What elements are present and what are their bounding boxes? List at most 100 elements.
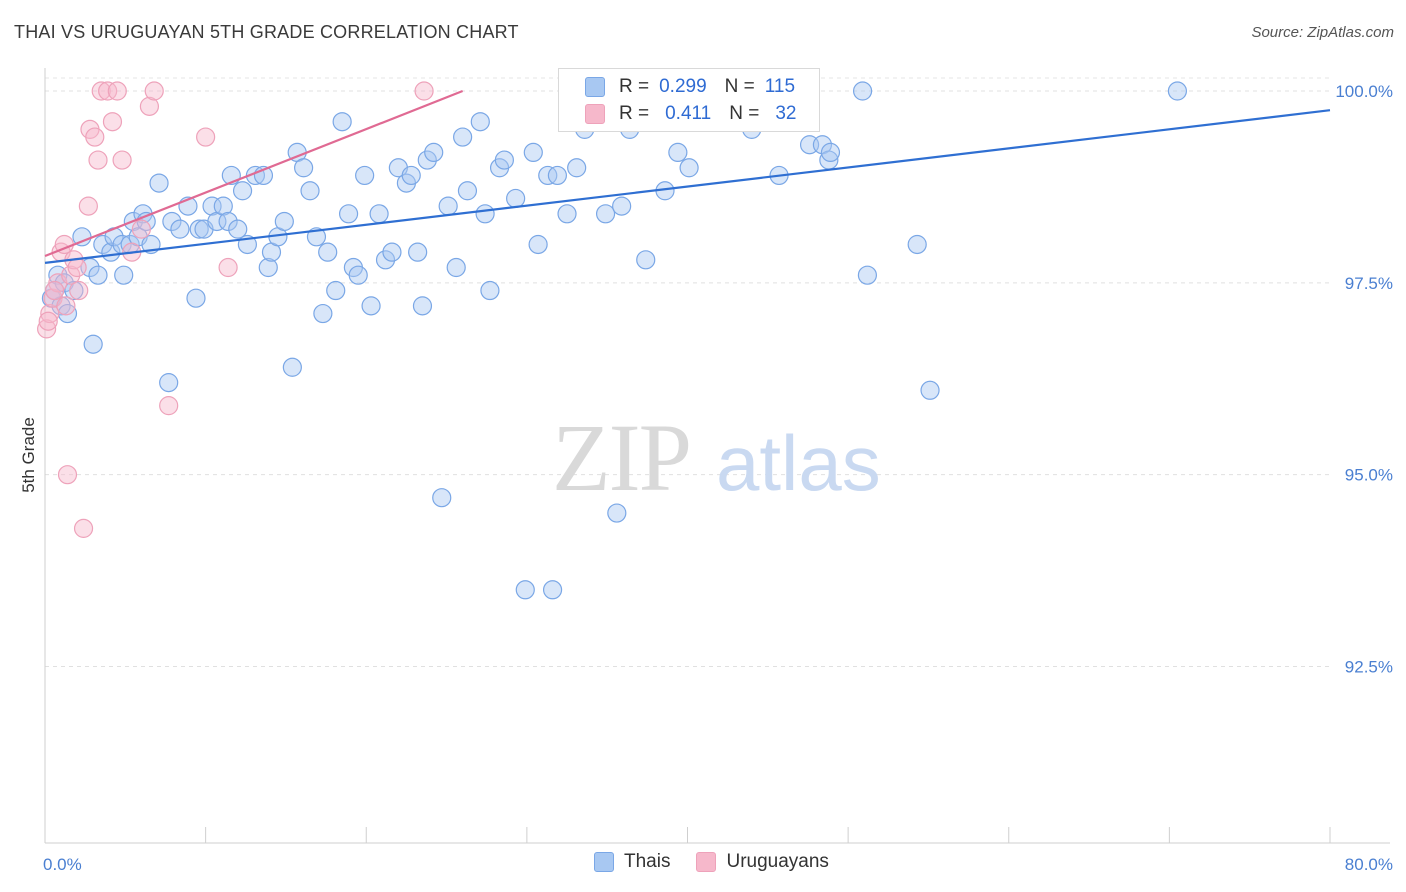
thais-point (382, 242, 402, 262)
thais-point (457, 181, 478, 201)
uruguayans-point (78, 196, 98, 216)
legend-n-value: 115 (764, 76, 796, 97)
uruguayans-point (57, 465, 78, 485)
axes (44, 68, 1390, 844)
thais-point (258, 257, 278, 278)
thais-point (470, 112, 490, 132)
thais-point (294, 158, 314, 178)
watermark-atlas: atlas (716, 419, 881, 507)
thais-point (313, 303, 333, 324)
thais-point (149, 173, 169, 193)
thais-point (83, 334, 103, 354)
thais-point (668, 142, 688, 163)
legend-swatch-uruguayans (585, 104, 605, 124)
legend-swatch-thais (594, 852, 614, 872)
chart-title: THAI VS URUGUAYAN 5TH GRADE CORRELATION … (14, 22, 519, 42)
thais-point (636, 250, 656, 270)
thais-point (114, 265, 134, 285)
thais-point (213, 196, 233, 216)
thais-point (857, 265, 878, 285)
thais-point (401, 165, 421, 186)
uruguayans-point (112, 150, 132, 170)
thais-point (202, 196, 222, 216)
series-thais (41, 81, 1188, 600)
uruguayans-point (38, 311, 58, 331)
uruguayans-point (144, 81, 164, 101)
thais-point (355, 165, 375, 186)
uruguayans-point (40, 303, 60, 324)
thais-point (361, 296, 381, 316)
thais-point (232, 181, 253, 201)
trend-line-thais (44, 109, 1331, 264)
thais-point (88, 265, 108, 285)
legend-r-value: 0.411 (665, 103, 712, 124)
thais-point (369, 204, 389, 224)
thais-point (528, 234, 548, 255)
thais-point (417, 150, 437, 170)
uruguayans-point (61, 265, 81, 285)
thais-point (170, 219, 190, 239)
thais-point (326, 280, 346, 301)
legend-item-thais: Thais (594, 851, 670, 873)
thais-point (218, 211, 238, 232)
thais-point (162, 211, 182, 232)
thais-point (274, 211, 294, 232)
thais-point (64, 280, 84, 301)
thais-point (679, 158, 699, 178)
uruguayans-point (102, 112, 123, 132)
uruguayans-point (131, 219, 151, 239)
thais-point (542, 580, 563, 600)
uruguayans-point (88, 150, 108, 170)
thais-point (538, 165, 558, 186)
trend-lines (44, 89, 1331, 264)
uruguayans-point (414, 81, 434, 101)
uruguayans-point (98, 81, 118, 101)
thais-point (820, 142, 841, 163)
thais-point (907, 234, 927, 255)
uruguayans-point (139, 96, 160, 116)
thais-point (332, 112, 352, 132)
thais-point (595, 204, 616, 224)
thais-point (475, 204, 495, 224)
thais-point (159, 373, 179, 393)
uruguayans-point (37, 319, 57, 339)
y-tick-label: 92.5% (1345, 658, 1393, 677)
uruguayans-point (67, 257, 87, 278)
legend-n-label: N = (729, 103, 760, 124)
legend-item-uruguayans: Uruguayans (696, 851, 829, 873)
uruguayans-point (218, 257, 238, 278)
thais-point (494, 150, 514, 170)
y-tick-label: 100.0% (1335, 82, 1393, 101)
trend-line-uruguayans (44, 89, 464, 258)
thais-point (523, 142, 543, 163)
thais-point (348, 265, 368, 285)
legend-r-label: R = (619, 76, 650, 97)
thais-point (446, 257, 466, 278)
thais-point (438, 196, 458, 216)
x-tick-label: 0.0% (43, 855, 82, 874)
thais-point (93, 234, 113, 255)
legend-row-thais: R = 0.299 N = 115 (585, 73, 795, 101)
uruguayans-point (45, 280, 65, 301)
uruguayans-point (91, 81, 111, 101)
thais-point (453, 127, 473, 147)
thais-point (506, 188, 526, 209)
thais-point (920, 380, 940, 400)
thais-point (515, 580, 535, 600)
legend-row-uruguayans: R = 0.411 N = 32 (585, 100, 797, 128)
thais-point (282, 357, 302, 377)
y-axis-label: 5th Grade (19, 417, 38, 493)
thais-point (480, 280, 500, 301)
y-tick-label: 97.5% (1345, 274, 1393, 293)
legend-n-label: N = (724, 76, 755, 97)
thais-point (300, 181, 320, 201)
thais-point (375, 250, 396, 270)
thais-point (612, 196, 632, 216)
legend-n-value: 32 (775, 103, 797, 124)
uruguayans-point (159, 396, 179, 416)
tick-labels: 100.0% 97.5% 95.0% 92.5% 0.0% 80.0% (43, 82, 1393, 874)
legend-r-value: 0.299 (659, 76, 707, 97)
uruguayans-point (69, 280, 89, 301)
uruguayans-point (56, 296, 76, 316)
